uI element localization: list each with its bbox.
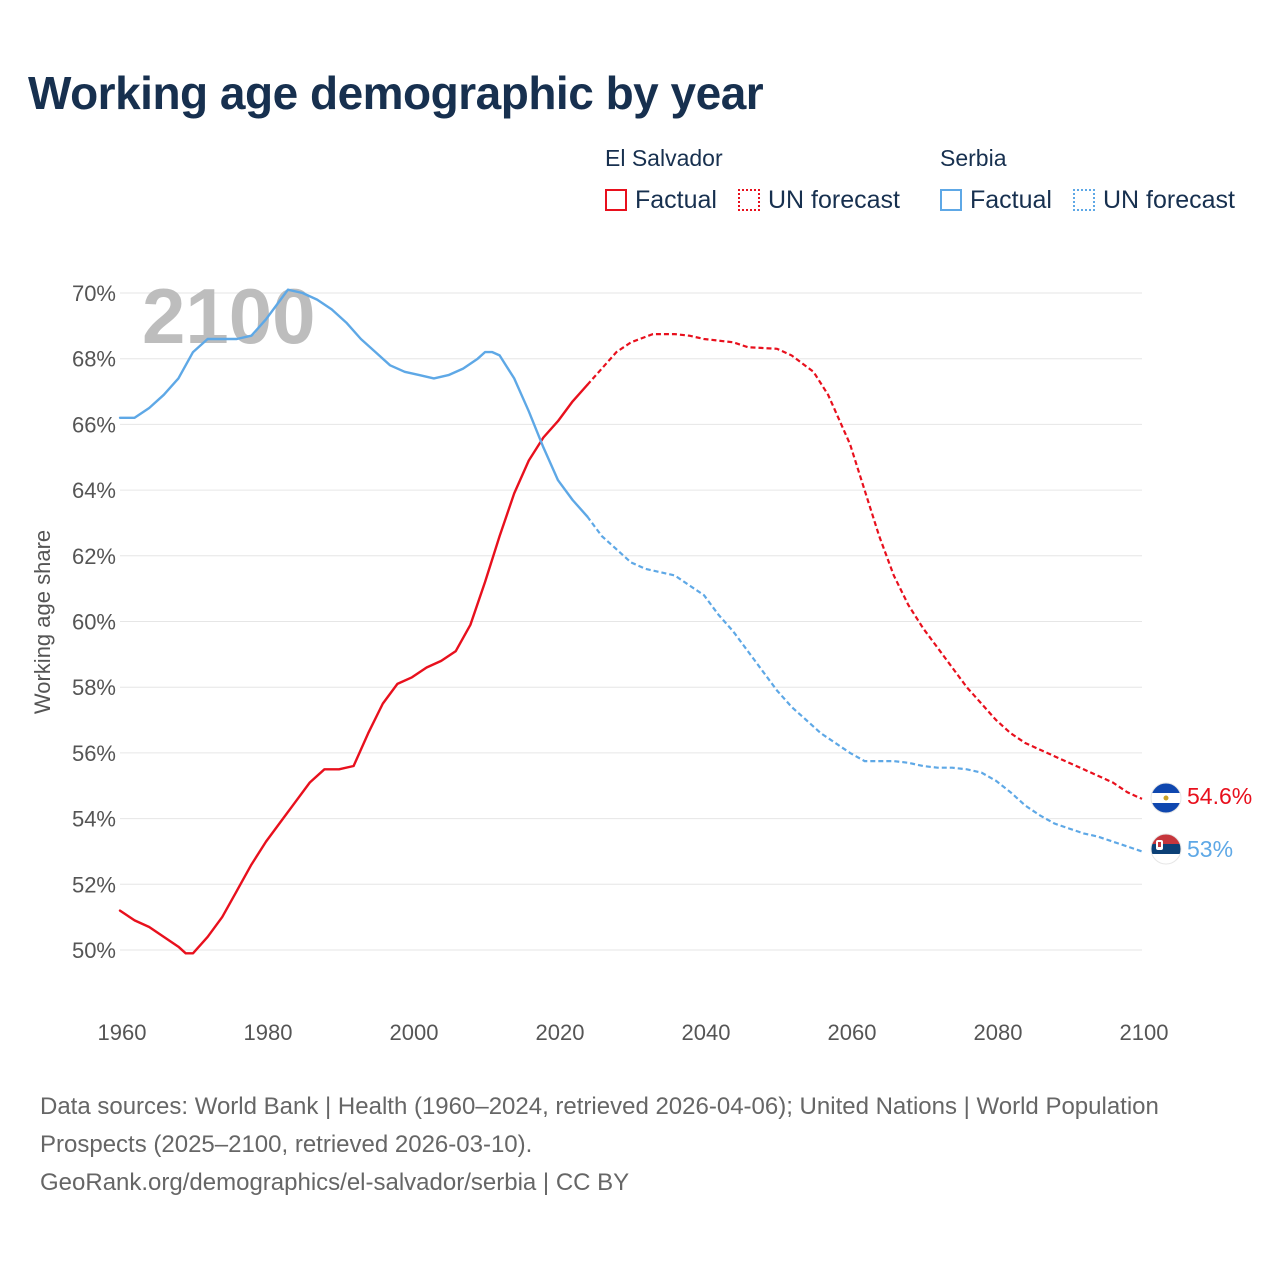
x-tick-label: 2000 <box>390 1020 439 1045</box>
legend-el-salvador-forecast[interactable]: UN forecast <box>738 186 900 214</box>
y-tick-label: 54% <box>72 807 116 832</box>
end-label-serbia: 53% <box>1187 836 1233 862</box>
y-tick-label: 62% <box>72 544 116 569</box>
chart-title: Working age demographic by year <box>28 67 764 119</box>
x-tick-label: 1980 <box>244 1020 293 1045</box>
legend-solid-swatch-icon <box>605 189 627 211</box>
x-tick-label: 2060 <box>828 1020 877 1045</box>
y-tick-label: 70% <box>72 281 116 306</box>
y-tick-label: 56% <box>72 741 116 766</box>
legend-label: UN forecast <box>768 185 900 214</box>
el-salvador-flag-icon <box>1150 782 1182 814</box>
credit-link[interactable]: GeoRank.org/demographics/el-salvador/ser… <box>40 1169 630 1196</box>
x-tick-label: 2040 <box>682 1020 731 1045</box>
x-tick-label: 2100 <box>1120 1020 1169 1045</box>
axes: 50% 52% 54% 56% 58% 60% 62% 64% 66% 68% 70% 1960 198… <box>72 281 1169 1045</box>
legend-dotted-swatch-icon <box>1073 189 1095 211</box>
grid <box>120 292 1142 951</box>
y-tick-label: 58% <box>72 675 116 700</box>
legend-dotted-swatch-icon <box>738 189 760 211</box>
y-tick-label: 64% <box>72 478 116 503</box>
y-tick-label: 60% <box>72 610 116 635</box>
legend-label: UN forecast <box>1103 185 1235 214</box>
legend-label: Factual <box>970 185 1052 214</box>
series-line-serbia-factual <box>118 288 589 518</box>
x-tick-label: 2080 <box>974 1020 1023 1045</box>
legend-serbia-forecast[interactable]: UN forecast <box>1073 186 1235 214</box>
x-tick-label: 2020 <box>536 1020 585 1045</box>
legend-group-serbia: Serbia <box>940 145 1007 171</box>
y-tick-label: 66% <box>72 412 116 437</box>
serbia-flag-icon <box>1150 833 1182 865</box>
series-line-serbia-forecast <box>586 515 1143 853</box>
data-sources: Data sources: World Bank | Health (1960–… <box>40 1093 1159 1158</box>
legend-group-el-salvador: El Salvador <box>605 145 723 171</box>
legend-serbia-factual[interactable]: Factual <box>940 186 1052 214</box>
x-tick-label: 1960 <box>98 1020 147 1045</box>
y-tick-label: 68% <box>72 347 116 372</box>
series-line-el-salvador-forecast <box>586 333 1143 800</box>
end-label-el-salvador: 54.6% <box>1187 783 1252 809</box>
footer: Data sources: World Bank | Health (1960–… <box>40 1088 1160 1202</box>
y-tick-label: 50% <box>72 938 116 963</box>
legend-el-salvador-factual[interactable]: Factual <box>605 186 717 214</box>
y-axis-label: Working age share <box>30 530 55 714</box>
legend-label: Factual <box>635 185 717 214</box>
y-tick-label: 52% <box>72 872 116 897</box>
year-watermark: 2100 <box>142 272 316 360</box>
series-line-el-salvador-factual <box>118 383 589 955</box>
series <box>118 288 1143 955</box>
legend-solid-swatch-icon <box>940 189 962 211</box>
